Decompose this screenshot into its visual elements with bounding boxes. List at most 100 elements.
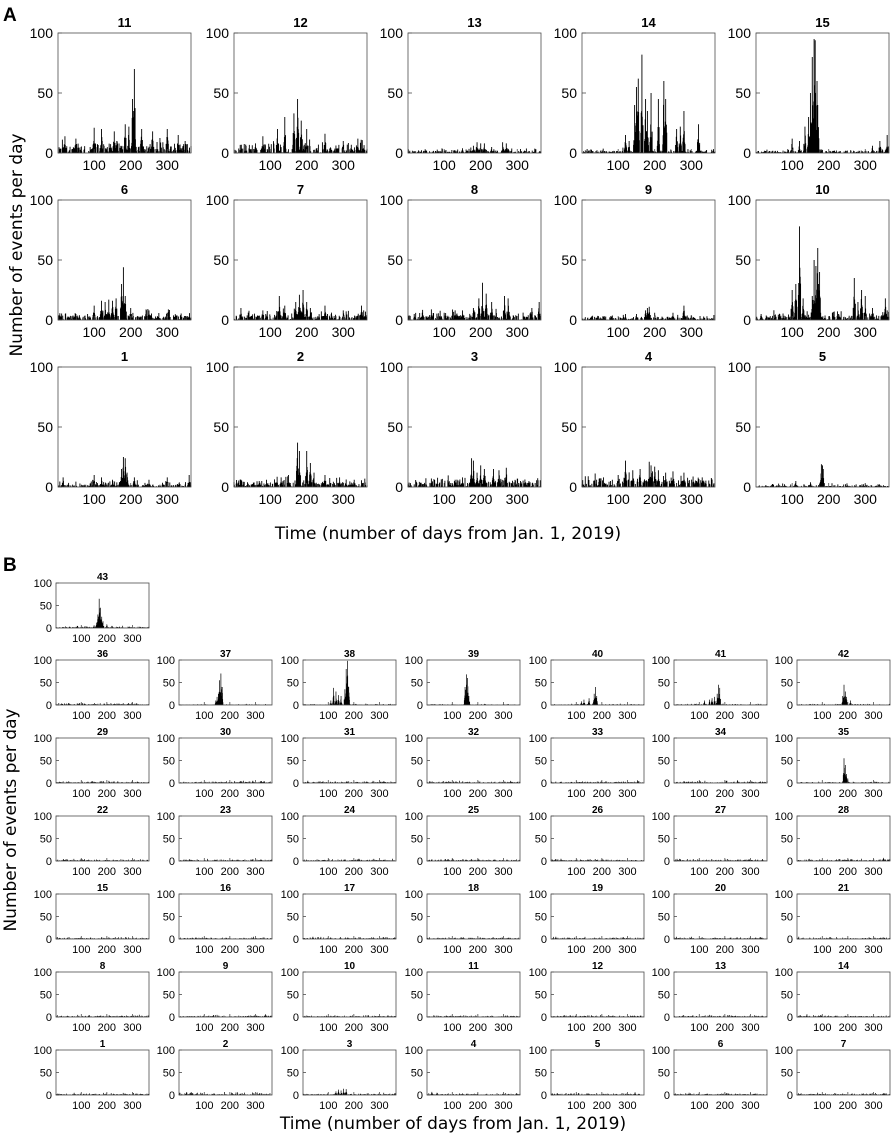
y-tick-label: 0 xyxy=(46,934,52,946)
daily-event-bars xyxy=(407,282,541,320)
y-tick-label: 0 xyxy=(417,778,423,790)
x-tick-label: 100 xyxy=(72,1022,90,1034)
x-tick-label: 200 xyxy=(98,633,116,645)
subplot-title: 10 xyxy=(344,961,356,972)
y-tick-label: 0 xyxy=(664,778,670,790)
x-tick-label: 200 xyxy=(839,944,857,956)
y-tick-label: 100 xyxy=(652,811,670,823)
x-tick-label: 100 xyxy=(443,788,461,800)
plot-frame xyxy=(407,199,542,321)
x-tick-label: 200 xyxy=(716,788,734,800)
subplot-a-4: 4 0 50 100 100 200 300 xyxy=(554,349,716,507)
plot-frame xyxy=(57,32,192,154)
subplot-title: 2 xyxy=(223,1039,229,1050)
subplot-title: 18 xyxy=(468,883,480,894)
plot-frame xyxy=(673,737,768,784)
x-tick-label: 300 xyxy=(506,157,530,173)
x-tick-label: 100 xyxy=(443,1100,461,1112)
y-tick-label: 0 xyxy=(46,778,52,790)
subplot-title: 6 xyxy=(718,1039,724,1050)
x-tick-label: 200 xyxy=(593,866,611,878)
x-tick-label: 300 xyxy=(864,788,882,800)
x-tick-label: 100 xyxy=(567,944,585,956)
plot-frame xyxy=(581,199,716,321)
subplot-b-34: 34 0 50 100 100 200 300 xyxy=(652,727,768,800)
x-tick-label: 200 xyxy=(295,491,319,507)
subplot-b-3: 3 0 50 100 100 200 300 xyxy=(281,1039,397,1112)
x-tick-label: 100 xyxy=(319,1022,337,1034)
y-tick-label: 0 xyxy=(664,934,670,946)
y-tick-label: 100 xyxy=(30,25,54,41)
x-tick-label: 200 xyxy=(469,157,493,173)
subplot-title: 14 xyxy=(838,961,850,972)
subplot-b-6: 6 0 50 100 100 200 300 xyxy=(652,1039,768,1112)
x-tick-label: 100 xyxy=(432,324,456,340)
x-tick-label: 300 xyxy=(741,710,759,722)
x-tick-label: 100 xyxy=(443,1022,461,1034)
x-tick-label: 200 xyxy=(716,710,734,722)
y-tick-label: 50 xyxy=(287,989,299,1001)
subplot-a-7: 7 0 50 100 100 200 300 xyxy=(206,182,368,340)
plot-frame xyxy=(178,1049,273,1096)
y-tick-label: 50 xyxy=(163,833,175,845)
subplot-b-18: 18 0 50 100 100 200 300 xyxy=(405,883,521,956)
panel-b-letter: B xyxy=(3,555,17,576)
y-tick-label: 100 xyxy=(728,25,752,41)
y-tick-label: 100 xyxy=(405,1045,423,1057)
subplot-title: 5 xyxy=(595,1039,601,1050)
plot-frame xyxy=(407,366,542,488)
x-tick-label: 300 xyxy=(506,324,530,340)
daily-event-bars xyxy=(302,660,397,705)
x-tick-label: 300 xyxy=(123,633,141,645)
subplot-title: 36 xyxy=(97,649,109,660)
daily-event-bars xyxy=(426,1091,521,1095)
plot-frame xyxy=(673,815,768,862)
x-tick-label: 300 xyxy=(741,866,759,878)
subplot-title: 43 xyxy=(97,572,109,583)
x-tick-label: 200 xyxy=(469,944,487,956)
plot-frame xyxy=(55,582,150,629)
x-tick-label: 200 xyxy=(839,710,857,722)
x-tick-label: 300 xyxy=(246,1022,264,1034)
subplot-b-33: 33 0 50 100 100 200 300 xyxy=(529,727,645,800)
daily-event-bars xyxy=(796,684,891,705)
subplot-title: 40 xyxy=(592,649,604,660)
x-tick-label: 100 xyxy=(195,1022,213,1034)
x-tick-label: 300 xyxy=(494,1100,512,1112)
daily-event-bars xyxy=(55,598,150,628)
y-tick-label: 100 xyxy=(728,192,752,208)
subplot-title: 8 xyxy=(471,182,478,197)
y-tick-label: 100 xyxy=(652,655,670,667)
subplot-a-12: 12 0 50 100 100 200 300 xyxy=(206,15,368,173)
y-tick-label: 100 xyxy=(728,359,752,375)
y-tick-label: 50 xyxy=(658,911,670,923)
subplot-title: 10 xyxy=(815,182,829,197)
subplot-b-13: 13 0 50 100 100 200 300 xyxy=(652,961,768,1034)
subplot-title: 17 xyxy=(344,883,356,894)
y-tick-label: 100 xyxy=(529,811,547,823)
y-tick-label: 50 xyxy=(40,1067,52,1079)
y-tick-label: 50 xyxy=(735,85,751,101)
y-tick-label: 50 xyxy=(163,1067,175,1079)
subplot-title: 15 xyxy=(97,883,109,894)
y-tick-label: 100 xyxy=(206,25,230,41)
y-tick-label: 100 xyxy=(206,192,230,208)
y-tick-label: 0 xyxy=(169,1012,175,1024)
daily-event-bars xyxy=(583,54,716,153)
subplot-title: 11 xyxy=(468,961,479,972)
x-tick-label: 100 xyxy=(690,866,708,878)
x-tick-label: 200 xyxy=(98,1022,116,1034)
y-tick-label: 100 xyxy=(281,1045,299,1057)
x-tick-label: 100 xyxy=(72,788,90,800)
y-tick-label: 50 xyxy=(735,419,751,435)
y-tick-label: 50 xyxy=(781,1067,793,1079)
daily-event-bars xyxy=(58,457,192,487)
x-tick-label: 300 xyxy=(680,491,704,507)
x-tick-label: 100 xyxy=(72,866,90,878)
x-tick-label: 300 xyxy=(370,866,388,878)
y-tick-label: 100 xyxy=(34,811,52,823)
plot-frame xyxy=(178,893,273,940)
x-tick-label: 300 xyxy=(494,866,512,878)
